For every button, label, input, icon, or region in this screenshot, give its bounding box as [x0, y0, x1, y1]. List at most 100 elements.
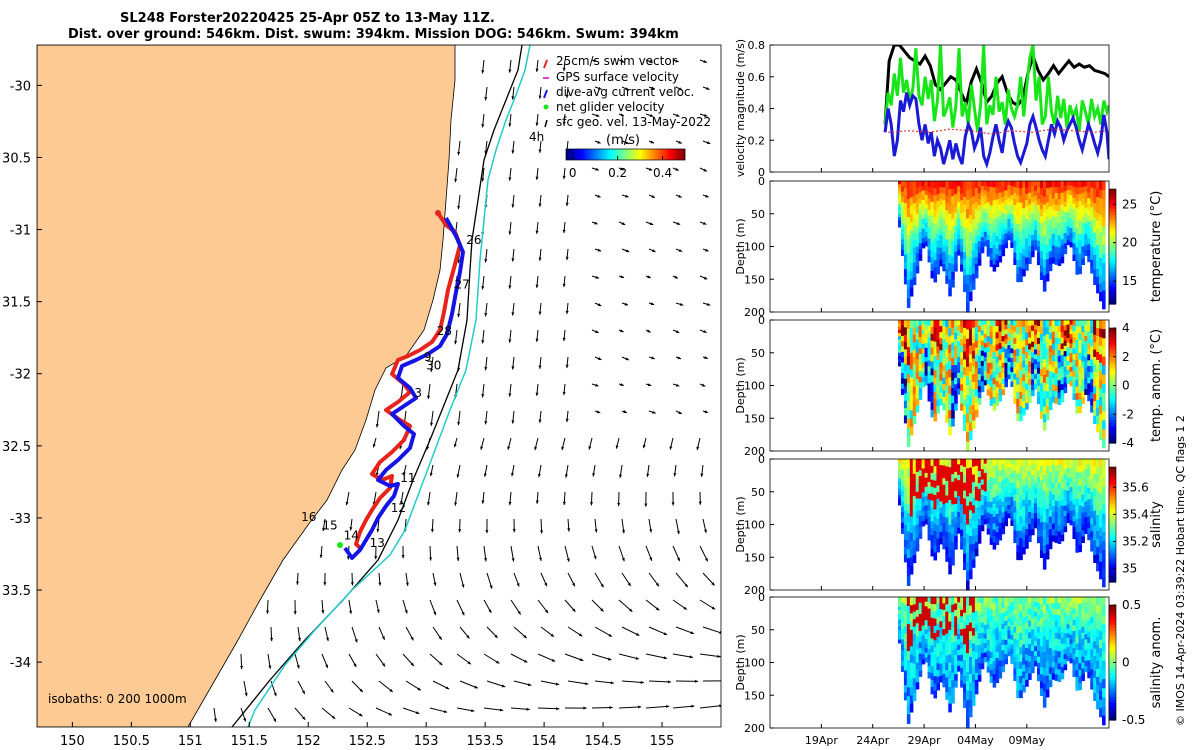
legend-item-geo-velocity: sfc geo. vel. 13-May-2022 [544, 115, 711, 129]
day-label: 12 [391, 501, 406, 515]
vector-arrowhead [673, 473, 677, 477]
day-label: 11 [400, 471, 415, 485]
vector-arrowhead [706, 141, 711, 145]
vector-arrowhead [481, 500, 485, 504]
vector-arrowhead [564, 474, 568, 478]
vector-arrowhead [650, 302, 655, 306]
map-ytick-label: -31 [10, 224, 31, 239]
vector-arrowhead [595, 167, 599, 171]
vector-arrowhead [706, 86, 710, 90]
map-xtick-label: 153 [414, 734, 439, 749]
day-label: 30 [426, 358, 441, 372]
map-ytick-label: 33.5 [2, 584, 31, 599]
speed-colorbar [566, 149, 686, 160]
vector-arrowhead [537, 473, 541, 478]
vector-arrowhead [698, 501, 702, 505]
map-ytick-label: 30.5 [2, 151, 31, 166]
vector-arrowhead [597, 194, 601, 198]
vector-arrowhead [322, 527, 326, 532]
vector-arrowhead [676, 113, 680, 117]
vector-arrowhead [651, 356, 655, 360]
vector-arrowhead [481, 124, 485, 128]
vector-arrowhead [511, 258, 515, 262]
vector-arrowhead [511, 420, 515, 424]
vector-arrowhead [562, 175, 566, 180]
vector-arrowhead [538, 311, 542, 315]
day-label: 16 [301, 510, 316, 524]
map-xtick-label: 154 [532, 734, 557, 749]
vector-arrowhead [565, 418, 569, 423]
vector-arrowhead [595, 113, 600, 117]
vector-arrowhead [565, 94, 569, 99]
vector-arrowhead [646, 473, 650, 477]
day-label: 28 [437, 324, 452, 338]
vector-arrowhead [427, 502, 431, 506]
vector-arrowhead [561, 446, 565, 451]
day-label: 3 [414, 386, 422, 400]
vector-arrowhead [402, 472, 406, 476]
day-label: 14 [344, 529, 359, 543]
vector-arrowhead [625, 87, 629, 91]
vector-arrowhead [511, 204, 515, 208]
vector-arrowhead [535, 230, 539, 234]
vector-arrowhead [538, 257, 542, 261]
vector-arrowhead [678, 411, 682, 414]
vector-arrowhead [703, 59, 707, 63]
vector-arrowhead [650, 140, 655, 144]
vector-arrowhead [511, 96, 515, 100]
vector-arrowhead [705, 194, 709, 198]
vector-arrowhead [651, 86, 655, 90]
vector-arrowhead [624, 302, 628, 306]
vector-arrowhead [376, 528, 380, 533]
legend-item-swim-vector: 25cm/s swim vector [543, 54, 677, 69]
vector-arrowhead [508, 69, 512, 73]
vector-arrowhead [562, 229, 566, 234]
vector-arrowhead [652, 249, 656, 252]
vector-arrowhead [620, 113, 625, 117]
vector-arrowhead [535, 176, 539, 180]
vector-arrowhead [593, 59, 597, 63]
title-line-1: SL248 Forster20220425 25-Apr 05Z to 13-M… [120, 11, 495, 26]
vector-arrowhead [677, 356, 682, 360]
vector-arrowhead [619, 474, 623, 478]
vector-arrowhead [625, 357, 630, 361]
vector-arrowhead [430, 529, 434, 533]
isobaths-label: isobaths: 0 200 1000m [48, 692, 187, 706]
vector-arrowhead [481, 70, 485, 74]
vector-arrowhead [427, 395, 431, 399]
vector-arrowhead [679, 302, 684, 306]
vector-arrowhead [652, 410, 656, 414]
map-xtick-label: 154.5 [584, 734, 621, 749]
map-ytick-label: 31.5 [2, 296, 31, 311]
vector-arrowhead [535, 68, 539, 72]
vector-arrowhead [457, 151, 461, 156]
vector-arrowhead [703, 113, 708, 117]
vector-arrowhead [647, 329, 651, 333]
vector-arrowhead [700, 473, 704, 477]
vector-arrowhead [671, 502, 675, 506]
vector-arrowhead [675, 330, 680, 333]
vector-arrowhead [703, 168, 707, 172]
vector-arrowhead [534, 446, 538, 451]
vector-arrowhead [538, 365, 542, 369]
vector-arrowhead [457, 205, 461, 210]
map-xtick-label: 150.5 [113, 734, 150, 749]
vector-arrowhead [648, 167, 653, 171]
vector-arrowhead [538, 419, 542, 423]
vector-arrowhead [595, 383, 599, 387]
vector-arrowhead [678, 194, 682, 198]
vector-arrowhead [562, 121, 566, 126]
vector-arrowhead [675, 59, 679, 63]
map-xtick-label: 153.5 [467, 734, 504, 749]
vector-arrowhead [625, 141, 629, 145]
day-label: 26 [466, 233, 481, 247]
vector-arrowhead [596, 410, 601, 414]
corner-label: 4h [529, 130, 544, 144]
vector-arrowhead [483, 473, 487, 477]
track-start-marker [435, 210, 441, 216]
vector-arrowhead [565, 364, 569, 369]
vector-arrowhead [508, 231, 512, 235]
legend-item-dive-avg: dive-avg current veloc. [543, 85, 694, 99]
vector-arrowhead [508, 123, 512, 127]
